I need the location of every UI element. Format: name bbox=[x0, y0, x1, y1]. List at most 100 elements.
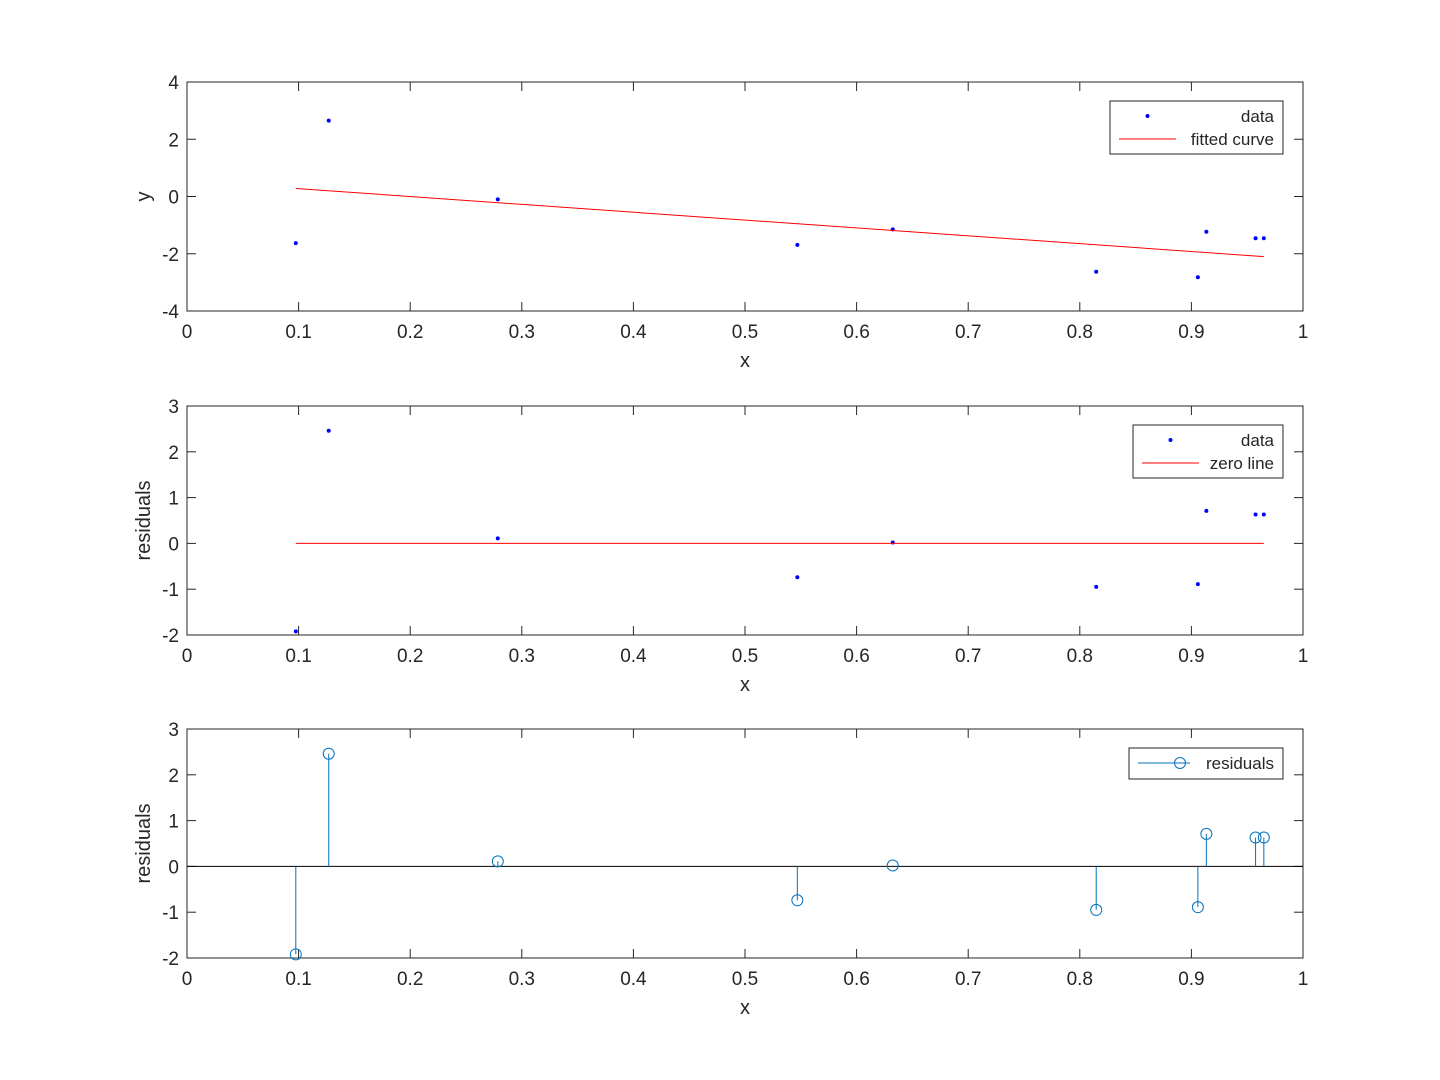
y-tick-label: -2 bbox=[162, 626, 179, 647]
legend-marker bbox=[1174, 757, 1186, 769]
data-point bbox=[1195, 582, 1200, 587]
y-tick-label: -2 bbox=[162, 949, 179, 970]
y-axis-label: residuals bbox=[133, 803, 155, 883]
legend-label: residuals bbox=[1206, 754, 1274, 773]
axes-box bbox=[186, 405, 1304, 636]
x-tick-label: 0.8 bbox=[1067, 646, 1093, 667]
x-tick-label: 0.7 bbox=[955, 969, 981, 990]
x-tick-label: 0.7 bbox=[955, 646, 981, 667]
y-tick-label: 4 bbox=[168, 73, 179, 94]
x-tick-label: 0.4 bbox=[620, 969, 647, 990]
data-point bbox=[293, 241, 298, 246]
x-tick-label: 0.3 bbox=[509, 969, 535, 990]
x-tick-label: 0.8 bbox=[1067, 969, 1093, 990]
x-tick-label: 0.1 bbox=[285, 969, 311, 990]
x-tick-label: 0.1 bbox=[285, 646, 311, 667]
y-tick-label: -1 bbox=[162, 903, 179, 924]
x-tick-label: 0.7 bbox=[955, 322, 981, 343]
data-point bbox=[1261, 236, 1266, 241]
x-tick-label: 1 bbox=[1298, 322, 1309, 343]
data-point bbox=[495, 197, 500, 202]
x-tick-label: 0.5 bbox=[732, 322, 758, 343]
subplot-1: 0 0.1 0.2 0.3 0.4 0.5 0.6 0.7 0.8 0.9 1 -4 -2 0 2 4 x y da… bbox=[133, 73, 1308, 372]
y-tick-label: 0 bbox=[168, 534, 179, 555]
subplot-3: 0 0.1 0.2 0.3 0.4 0.5 0.6 0.7 0.8 0.9 1 -2 -1 0 1 2 3 x re… bbox=[133, 720, 1308, 1019]
x-tick-label: 1 bbox=[1298, 646, 1309, 667]
data-point bbox=[1253, 236, 1258, 241]
stem-marker bbox=[289, 948, 302, 961]
x-tick-label: 0.6 bbox=[843, 322, 869, 343]
y-tick-label: 3 bbox=[168, 720, 179, 741]
legend-label: data bbox=[1241, 431, 1275, 450]
data-point bbox=[1094, 269, 1099, 274]
legend: residuals bbox=[1128, 747, 1284, 780]
legend-label: fitted curve bbox=[1191, 130, 1274, 149]
y-axis-label: residuals bbox=[133, 480, 155, 560]
x-tick-label: 0.5 bbox=[732, 646, 758, 667]
legend-box bbox=[1132, 424, 1284, 479]
x-tick-label: 0.2 bbox=[397, 646, 423, 667]
data-point bbox=[495, 536, 500, 541]
x-tick-label: 0.9 bbox=[1178, 969, 1204, 990]
data-point bbox=[795, 242, 800, 247]
x-tick-label: 0.6 bbox=[843, 646, 869, 667]
data-point bbox=[1261, 512, 1266, 517]
x-axis-label: x bbox=[740, 350, 750, 372]
data-point bbox=[293, 629, 298, 634]
legend-marker bbox=[1168, 438, 1173, 442]
y-tick-label: 0 bbox=[168, 857, 179, 878]
x-tick-label: 0.4 bbox=[620, 322, 647, 343]
stem-marker bbox=[1249, 831, 1262, 844]
y-axis-label: y bbox=[133, 192, 155, 202]
y-tick-label: 1 bbox=[168, 489, 179, 510]
data-point bbox=[1195, 275, 1200, 280]
y-tick-label: 0 bbox=[168, 188, 179, 209]
x-axis-label: x bbox=[740, 997, 750, 1019]
data-point bbox=[1204, 229, 1209, 234]
legend-label: data bbox=[1241, 107, 1275, 126]
x-tick-label: 0.3 bbox=[509, 322, 535, 343]
data-point bbox=[795, 575, 800, 580]
x-tick-label: 0 bbox=[182, 646, 193, 667]
x-tick-label: 0.1 bbox=[285, 322, 311, 343]
legend: data zero line bbox=[1132, 424, 1284, 479]
x-tick-label: 0.9 bbox=[1178, 322, 1204, 343]
stem-marker bbox=[1191, 901, 1204, 914]
y-tick-label: 2 bbox=[168, 443, 179, 464]
x-tick-label: 0.2 bbox=[397, 969, 423, 990]
x-axis-label: x bbox=[740, 674, 750, 696]
y-tick-label: -1 bbox=[162, 580, 179, 601]
x-tick-label: 0.2 bbox=[397, 322, 423, 343]
stem-marker bbox=[1257, 831, 1270, 844]
x-tick-label: 0 bbox=[182, 322, 193, 343]
legend-box bbox=[1109, 100, 1284, 155]
y-tick-label: 3 bbox=[168, 397, 179, 418]
data-point bbox=[1253, 512, 1258, 517]
subplot-2: 0 0.1 0.2 0.3 0.4 0.5 0.6 0.7 0.8 0.9 1 -2 -1 0 1 2 3 x re… bbox=[133, 397, 1308, 696]
x-tick-label: 0.6 bbox=[843, 969, 869, 990]
stem-marker bbox=[322, 747, 335, 760]
stem-marker bbox=[791, 894, 804, 907]
data-point bbox=[1094, 584, 1099, 589]
y-tick-label: -4 bbox=[162, 302, 179, 323]
legend-label: zero line bbox=[1210, 454, 1274, 473]
x-tick-label: 0.9 bbox=[1178, 646, 1204, 667]
y-tick-label: 2 bbox=[168, 766, 179, 787]
data-point bbox=[326, 118, 331, 123]
legend-marker bbox=[1145, 114, 1150, 118]
data-point bbox=[326, 428, 331, 433]
series-line-fitted-curve bbox=[295, 187, 1264, 258]
x-tick-label: 0.5 bbox=[732, 969, 758, 990]
x-tick-label: 0.4 bbox=[620, 646, 647, 667]
legend: data fitted curve bbox=[1109, 100, 1284, 155]
x-tick-label: 0.3 bbox=[509, 646, 535, 667]
y-tick-label: -2 bbox=[162, 245, 179, 266]
x-tick-label: 0.8 bbox=[1067, 322, 1093, 343]
stem-marker bbox=[886, 859, 899, 872]
x-tick-label: 1 bbox=[1298, 969, 1309, 990]
stem-marker bbox=[1200, 827, 1213, 840]
data-point bbox=[1204, 508, 1209, 513]
stem-marker bbox=[491, 855, 504, 868]
x-tick-label: 0 bbox=[182, 969, 193, 990]
